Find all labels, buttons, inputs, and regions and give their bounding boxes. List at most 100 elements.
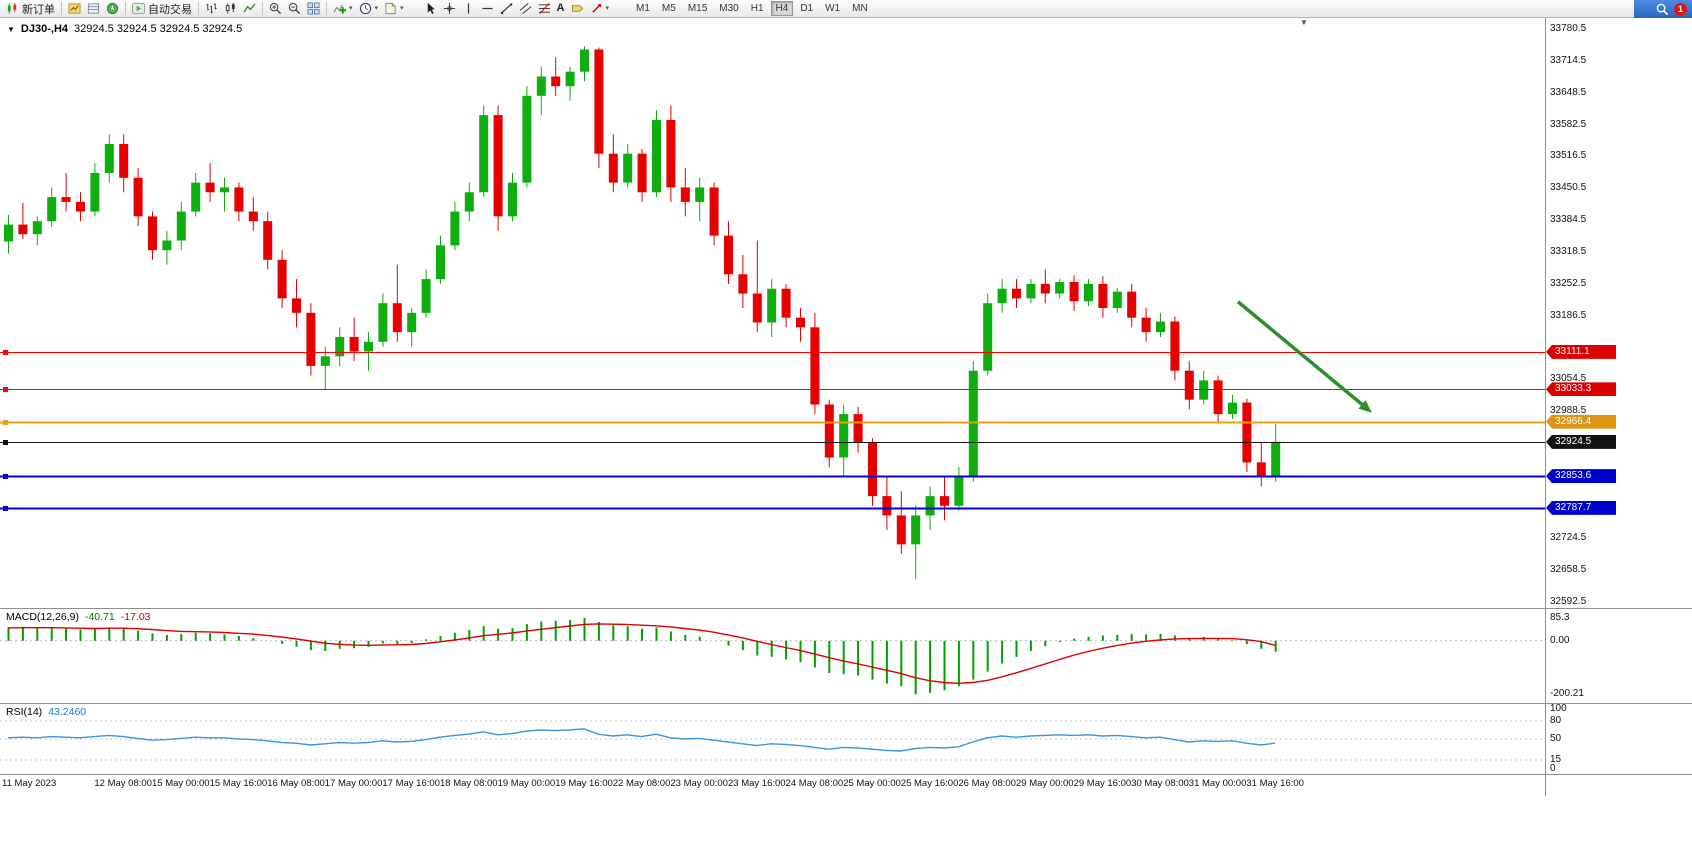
autotrading-label: 自动交易 — [148, 3, 192, 16]
templates-button[interactable]: ▾ — [381, 1, 407, 17]
periods-button[interactable]: ▾ — [356, 1, 382, 17]
timeframe-mn[interactable]: MN — [847, 1, 873, 16]
horizontal-line-tool-button[interactable] — [478, 1, 497, 17]
candle-body — [162, 240, 172, 251]
macd-panel[interactable]: MACD(12,26,9) -40.71 -17.03 85.3 0.00 -200… — [0, 608, 1692, 703]
macd-tick-label: 85.3 — [1550, 611, 1570, 623]
toolbar-separator — [326, 2, 327, 15]
price-tick-label: 33516.5 — [1550, 150, 1587, 162]
price-badge: 32787.7 — [1546, 500, 1616, 515]
new-order-icon — [7, 2, 17, 14]
line-handle[interactable] — [3, 474, 8, 479]
timeframe-w1[interactable]: W1 — [820, 1, 845, 16]
text-tool-button[interactable]: A — [554, 1, 568, 17]
data-window-button[interactable] — [84, 1, 103, 17]
time-axis-label: 16 May 08:00 — [267, 778, 325, 789]
line-handle[interactable] — [3, 420, 8, 425]
candle-body — [522, 95, 532, 183]
macd-plot[interactable] — [0, 609, 1545, 703]
time-axis-label: 19 May 00:00 — [497, 778, 556, 789]
timeframe-h1[interactable]: H1 — [746, 1, 769, 16]
candle-body — [263, 221, 273, 260]
chevron-down-icon: ▾ — [605, 5, 610, 12]
vertical-line-tool-button[interactable] — [459, 1, 478, 17]
candle-body — [709, 187, 719, 236]
price-tick-label: 33780.5 — [1550, 23, 1587, 34]
candle-body — [781, 288, 791, 318]
tile-windows-button[interactable] — [304, 1, 323, 17]
time-axis-label: 19 May 16:00 — [555, 778, 613, 789]
chevron-down-icon: ▾ — [374, 5, 379, 12]
indicators-button[interactable]: ▾ — [330, 1, 356, 17]
text-label-tool-button[interactable] — [568, 1, 587, 17]
candle-body — [508, 182, 517, 217]
candle-body — [1184, 370, 1194, 400]
line-handle[interactable] — [3, 350, 8, 355]
arrows-tool-button[interactable]: ▾ — [587, 1, 613, 17]
candle-body — [1055, 281, 1065, 294]
main-chart-panel[interactable]: ▼ DJ30-,H4 32924.5 32924.5 32924.5 32924… — [0, 18, 1692, 608]
zoom-in-icon — [269, 2, 282, 15]
data-window-icon — [87, 3, 100, 14]
candle-body — [1127, 291, 1137, 318]
candle-body — [407, 312, 417, 333]
line-chart-icon — [243, 3, 256, 13]
candle-body — [479, 115, 489, 193]
trend-arrow[interactable] — [1236, 300, 1364, 406]
channel-tool-button[interactable] — [516, 1, 535, 17]
rsi-name: RSI(14) — [6, 706, 43, 718]
new-order-button[interactable]: 新订单 — [3, 1, 58, 17]
line-handle[interactable] — [3, 387, 8, 392]
candle-body — [205, 182, 215, 193]
timeframe-m15[interactable]: M15 — [683, 1, 712, 16]
rsi-panel[interactable]: RSI(14) 43.2460 100 80 50 15 0 — [0, 703, 1692, 774]
rsi-plot[interactable] — [0, 704, 1545, 774]
market-watch-button[interactable] — [65, 1, 84, 17]
candle-body — [1156, 321, 1165, 333]
drawing-tools-group: A ▾ — [421, 1, 612, 17]
search-icon[interactable] — [1656, 3, 1669, 16]
line-chart-button[interactable] — [240, 1, 259, 17]
bar-chart-icon — [206, 3, 217, 14]
candle-body — [954, 476, 964, 506]
candle-body — [32, 221, 42, 235]
time-axis-label: 23 May 16:00 — [728, 778, 786, 789]
time-axis[interactable]: 11 May 2023 12 May 08:00 15 May 00:00 15 Ma… — [0, 774, 1692, 792]
chart-shift-marker[interactable]: ▼ — [1300, 18, 1308, 27]
price-tick-label: 33450.5 — [1550, 182, 1587, 194]
candle-body — [4, 224, 13, 242]
fibonacci-tool-button[interactable] — [535, 1, 554, 17]
cursor-tool-button[interactable] — [421, 1, 440, 17]
navigator-button[interactable] — [103, 1, 122, 17]
candle-body — [652, 119, 661, 193]
trend-arrow-head — [1358, 400, 1372, 413]
rsi-value: 43.2460 — [48, 706, 87, 718]
line-handle[interactable] — [3, 506, 8, 511]
candle-body — [292, 298, 301, 313]
line-handle[interactable] — [3, 440, 8, 445]
timeframe-m30[interactable]: M30 — [714, 1, 743, 16]
zoom-out-button[interactable] — [285, 1, 304, 17]
vertical-line-icon — [467, 3, 469, 14]
timeframe-h4[interactable]: H4 — [770, 1, 794, 16]
bar-chart-button[interactable] — [202, 1, 221, 17]
rsi-tick-label: 50 — [1550, 733, 1562, 744]
candle-body — [968, 370, 978, 477]
candle-body — [335, 336, 345, 357]
candlestick-chart-button[interactable] — [221, 1, 240, 17]
trendline-tool-button[interactable] — [497, 1, 516, 17]
autotrading-button[interactable]: 自动交易 — [129, 1, 195, 17]
time-axis-label: 12 May 08:00 — [94, 778, 152, 789]
zoom-in-button[interactable] — [266, 1, 285, 17]
candle-body — [868, 443, 877, 497]
candle-body — [464, 192, 474, 212]
candle-body — [896, 515, 906, 545]
timeframe-m1[interactable]: M1 — [631, 1, 655, 16]
toolbar-right-corner: 1 — [1634, 0, 1692, 18]
toolbar-separator — [125, 2, 126, 15]
candlestick-plot[interactable] — [0, 18, 1545, 608]
timeframe-m5[interactable]: M5 — [657, 1, 681, 16]
crosshair-tool-button[interactable] — [440, 1, 459, 17]
notification-badge[interactable]: 1 — [1674, 2, 1687, 16]
timeframe-d1[interactable]: D1 — [795, 1, 818, 16]
